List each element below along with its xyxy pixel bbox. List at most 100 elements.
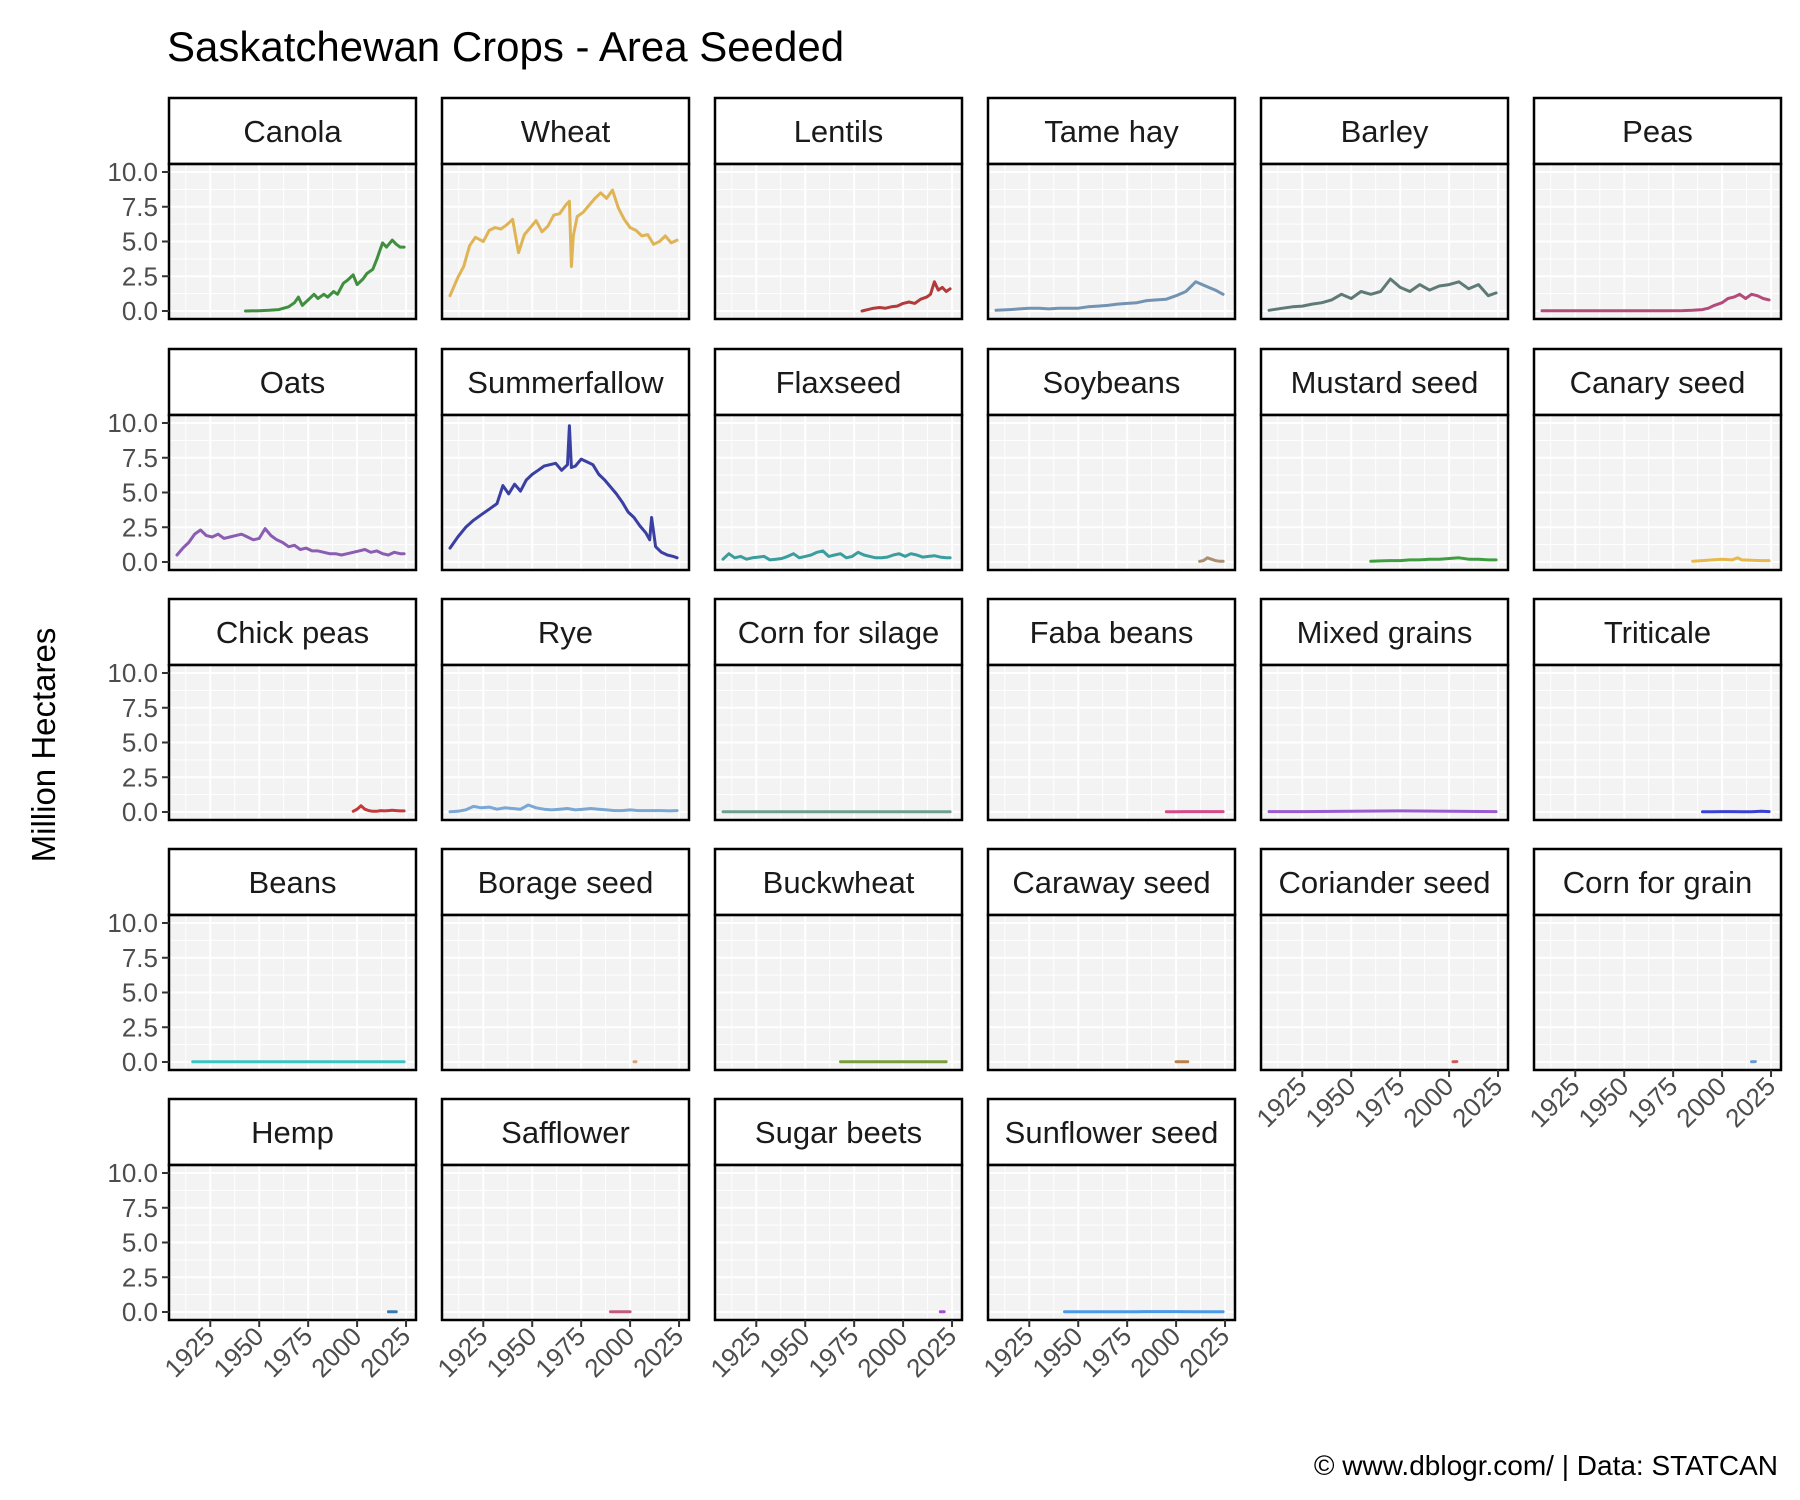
panel-border — [986, 663, 1237, 822]
strip-label: Beans — [249, 865, 337, 900]
y-tick-label: 0.0 — [122, 797, 158, 827]
panel-border — [1259, 162, 1510, 321]
facet-canary-seed: Canary seed — [1532, 347, 1783, 572]
facet-corn-for-silage: Corn for silage — [713, 597, 964, 822]
strip-label: Coriander seed — [1279, 865, 1491, 900]
x-tick-label: 1925 — [158, 1321, 220, 1383]
strip-background — [167, 847, 418, 917]
caption: © www.dblogr.com/ | Data: STATCAN — [1314, 1450, 1778, 1481]
panel-border — [1532, 663, 1783, 822]
strip-label: Summerfallow — [467, 365, 664, 400]
strip-background — [713, 597, 964, 667]
y-axis-label: Million Hectares — [25, 628, 62, 863]
y-tick-label: 5.0 — [122, 728, 158, 758]
x-tick-label: 1950 — [207, 1321, 269, 1383]
strip-background — [167, 96, 418, 166]
strip-label: Sunflower seed — [1005, 1115, 1219, 1150]
facet-rye: Rye — [440, 597, 691, 822]
strip-background — [167, 347, 418, 417]
y-tick-label: 10.0 — [107, 908, 158, 938]
x-tick-label: 1925 — [1523, 1071, 1585, 1133]
panel-border — [986, 913, 1237, 1072]
x-tick-label: 1975 — [802, 1321, 864, 1383]
y-tick-label: 2.5 — [122, 261, 158, 291]
facet-beans: Beans 0.0 2.5 5.0 7.5 10.0 — [107, 847, 418, 1077]
panel-border — [1532, 913, 1783, 1072]
y-tick-label: 7.5 — [122, 443, 158, 473]
strip-background — [1259, 847, 1510, 917]
strip-label: Sugar beets — [755, 1115, 922, 1150]
x-tick-label: 2000 — [578, 1321, 640, 1383]
y-tick-label: 2.5 — [122, 1262, 158, 1292]
y-tick-label: 7.5 — [122, 943, 158, 973]
strip-label: Borage seed — [478, 865, 654, 900]
strip-label: Faba beans — [1030, 615, 1194, 650]
panel-border — [713, 162, 964, 321]
panel-border — [986, 162, 1237, 321]
series-line-oats — [175, 527, 406, 557]
panel-border — [713, 1163, 964, 1322]
y-tick-label: 2.5 — [122, 1012, 158, 1042]
strip-background — [713, 96, 964, 166]
x-tick-label: 2000 — [851, 1321, 913, 1383]
strip-label: Oats — [260, 365, 325, 400]
strip-label: Rye — [538, 615, 593, 650]
series-line-mixed-grains — [1267, 809, 1498, 814]
y-tick-label: 0.0 — [122, 547, 158, 577]
x-tick-label: 1950 — [1026, 1321, 1088, 1383]
y-tick-label: 5.0 — [122, 227, 158, 257]
y-tick-label: 10.0 — [107, 1158, 158, 1188]
x-tick-label: 2025 — [1719, 1071, 1781, 1133]
y-tick-label: 2.5 — [122, 512, 158, 542]
x-tick-label: 1950 — [1299, 1071, 1361, 1133]
x-tick-label: 1925 — [431, 1321, 493, 1383]
x-tick-label: 2000 — [1397, 1071, 1459, 1133]
strip-background — [986, 96, 1237, 166]
panel-border — [986, 413, 1237, 572]
strip-label: Corn for grain — [1563, 865, 1753, 900]
series-line-canola — [244, 238, 406, 313]
strip-background — [713, 347, 964, 417]
series-line-rye — [448, 803, 679, 814]
x-tick-label: 2025 — [1173, 1321, 1235, 1383]
y-tick-label: 2.5 — [122, 762, 158, 792]
panel-border — [440, 162, 691, 321]
facet-buckwheat: Buckwheat — [713, 847, 964, 1072]
panel-border — [713, 913, 964, 1072]
facet-canola: Canola 0.0 2.5 5.0 7.5 10.0 — [107, 96, 418, 326]
panel-border — [440, 913, 691, 1072]
facet-wheat: Wheat — [440, 96, 691, 321]
x-tick-label: 1925 — [1250, 1071, 1312, 1133]
strip-label: Mixed grains — [1297, 615, 1473, 650]
strip-background — [1532, 847, 1783, 917]
x-tick-label: 1975 — [256, 1321, 318, 1383]
series-line-peas — [1540, 292, 1771, 313]
strip-label: Safflower — [501, 1115, 630, 1150]
strip-background — [986, 597, 1237, 667]
x-tick-label: 2025 — [627, 1321, 689, 1383]
facet-borage-seed: Borage seed — [440, 847, 691, 1072]
strip-label: Barley — [1341, 114, 1429, 149]
facet-summerfallow: Summerfallow — [440, 347, 691, 572]
x-tick-label: 2025 — [900, 1321, 962, 1383]
y-tick-label: 10.0 — [107, 658, 158, 688]
strip-label: Canary seed — [1570, 365, 1746, 400]
facet-oats: Oats 0.0 2.5 5.0 7.5 10.0 — [107, 347, 418, 577]
series-line-mustard-seed — [1369, 556, 1498, 563]
strip-background — [1259, 597, 1510, 667]
panel-border — [713, 663, 964, 822]
series-line-flaxseed — [721, 549, 952, 562]
strip-label: Lentils — [794, 114, 884, 149]
series-line-wheat — [448, 188, 679, 298]
y-tick-label: 10.0 — [107, 157, 158, 187]
strip-label: Tame hay — [1044, 114, 1179, 149]
y-tick-label: 10.0 — [107, 408, 158, 438]
series-line-tame-hay — [994, 280, 1225, 312]
strip-label: Peas — [1622, 114, 1693, 149]
